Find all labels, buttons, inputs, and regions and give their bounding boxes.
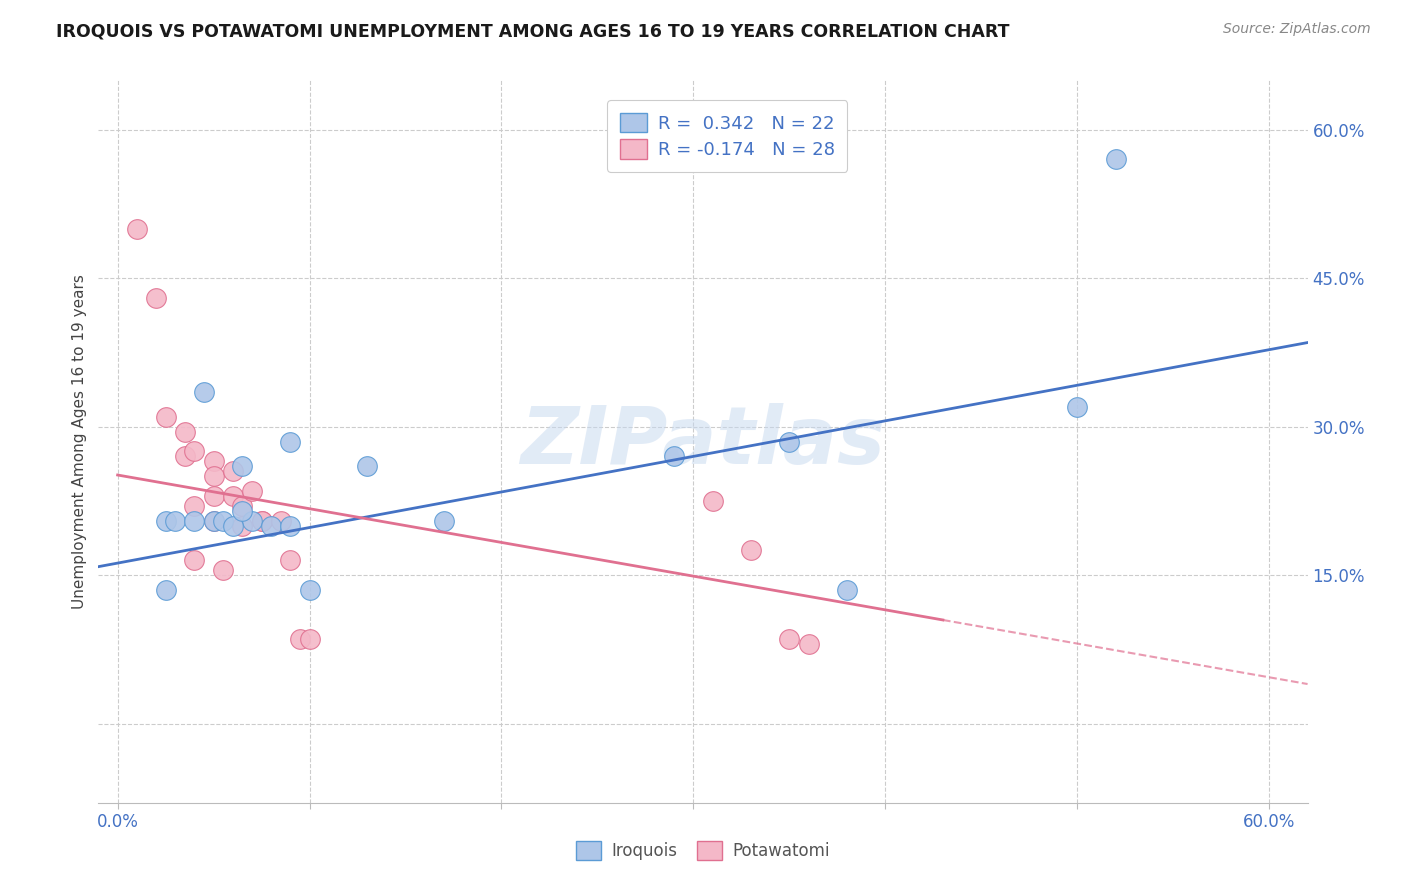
Point [155,582,177,597]
Point [240,483,263,498]
Point [250,514,273,528]
Point [356,459,378,474]
Text: ZIPatlas: ZIPatlas [520,402,886,481]
Point [222,489,245,503]
Point [212,514,235,528]
Point [231,499,253,513]
Point [250,514,273,528]
Point [835,582,858,597]
Point [212,563,235,577]
Point [155,514,177,528]
Point [145,291,167,305]
Point [260,518,283,533]
Point [797,637,820,651]
Point [193,385,215,400]
Y-axis label: Unemployment Among Ages 16 to 19 years: Unemployment Among Ages 16 to 19 years [72,274,87,609]
Point [280,518,302,533]
Point [231,459,253,474]
Point [183,514,205,528]
Point [231,504,253,518]
Point [740,543,762,558]
Point [280,434,302,449]
Point [270,514,292,528]
Point [240,514,263,528]
Point [202,514,225,528]
Point [183,444,205,458]
Point [298,582,321,597]
Point [173,450,195,464]
Text: Source: ZipAtlas.com: Source: ZipAtlas.com [1223,22,1371,37]
Point [231,518,253,533]
Point [165,514,187,528]
Legend: Iroquois, Potawatomi: Iroquois, Potawatomi [569,835,837,867]
Text: IROQUOIS VS POTAWATOMI UNEMPLOYMENT AMONG AGES 16 TO 19 YEARS CORRELATION CHART: IROQUOIS VS POTAWATOMI UNEMPLOYMENT AMON… [56,22,1010,40]
Point [202,489,225,503]
Point [202,454,225,468]
Point [298,632,321,647]
Point [202,514,225,528]
Point [288,632,311,647]
Point [125,221,148,235]
Point [664,450,686,464]
Point [183,499,205,513]
Point [202,469,225,483]
Point [433,514,456,528]
Point [778,632,800,647]
Point [1104,153,1126,167]
Point [1066,400,1088,414]
Point [183,553,205,567]
Point [173,425,195,439]
Point [155,409,177,424]
Point [702,494,724,508]
Point [280,553,302,567]
Point [222,464,245,478]
Point [778,434,800,449]
Point [222,518,245,533]
